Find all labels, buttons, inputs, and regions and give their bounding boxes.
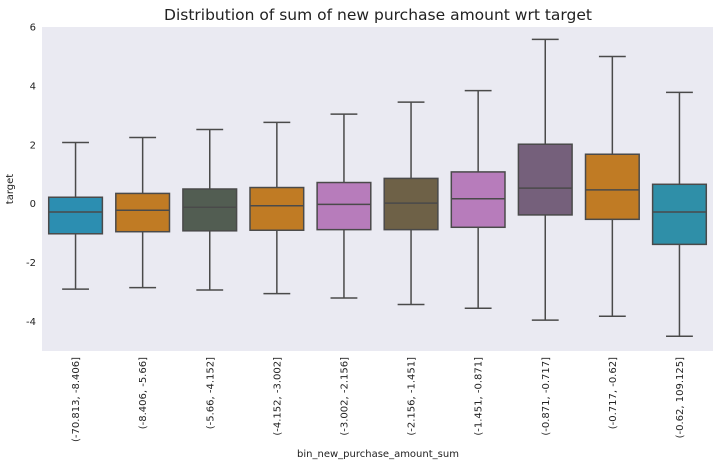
y-tick-label: -2 [26, 258, 36, 269]
x-tick-label: (-8.406, -5.66] [138, 357, 149, 429]
x-tick-label: (-70.813, -8.406] [71, 357, 82, 442]
box-group-1 [115, 136, 171, 289]
y-axis-label: target [5, 174, 16, 204]
box [249, 186, 305, 231]
x-tick-label: (-5.66, -4.152] [205, 357, 216, 429]
x-tick-label: (-0.871, -0.717] [541, 357, 552, 436]
box-group-8 [584, 55, 640, 317]
x-tick-label: (-4.152, -3.002] [272, 357, 283, 436]
x-tick-label: (-3.002, -2.156] [339, 357, 350, 436]
box [47, 196, 104, 235]
x-axis-label: bin_new_purchase_amount_sum [297, 449, 459, 460]
y-tick-label: 6 [30, 23, 36, 34]
box [316, 181, 372, 231]
box-group-9 [651, 91, 708, 338]
x-tick-label: (-1.451, -0.871] [474, 357, 485, 436]
box-group-5 [383, 101, 439, 306]
box-group-4 [316, 113, 372, 299]
x-axis-ticks: (-70.813, -8.406] (-8.406, -5.66] (-5.66, … [71, 357, 686, 442]
x-tick-label: (-0.717, -0.62] [608, 357, 619, 429]
y-tick-label: 4 [30, 81, 36, 92]
box-group-6 [450, 89, 506, 310]
x-tick-label: (-2.156, -1.451] [407, 357, 418, 436]
y-tick-label: -4 [26, 317, 36, 328]
box [182, 188, 238, 232]
box-group-7 [517, 38, 573, 321]
y-tick-label: 0 [30, 199, 36, 210]
y-axis-ticks: -4 -2 0 2 4 6 [26, 23, 36, 329]
box [450, 171, 506, 229]
box [517, 143, 573, 216]
box-group-0 [47, 141, 104, 290]
box [115, 192, 171, 233]
box [383, 177, 439, 231]
box [651, 183, 708, 246]
box-group-2 [182, 128, 238, 291]
y-tick-label: 2 [30, 140, 36, 151]
x-tick-label: (-0.62, 109.125] [675, 357, 686, 438]
box-group-3 [249, 121, 305, 295]
chart-title: Distribution of sum of new purchase amou… [164, 6, 592, 24]
boxes-layer [47, 38, 708, 338]
box [584, 153, 640, 221]
